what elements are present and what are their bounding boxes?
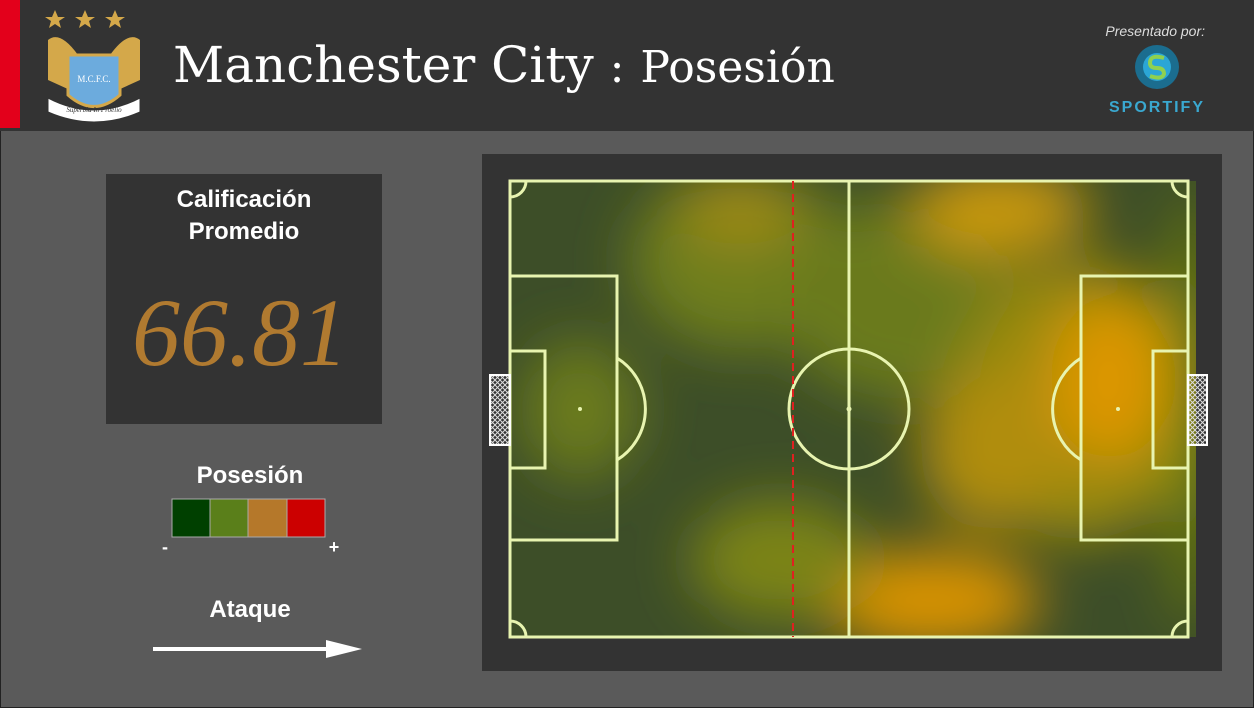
goal bbox=[1187, 374, 1208, 446]
heatmap bbox=[510, 181, 1196, 637]
rating-panel bbox=[106, 174, 382, 424]
sponsor-icon bbox=[1135, 45, 1179, 89]
red-stripe bbox=[0, 0, 20, 128]
legend-scale bbox=[171, 498, 326, 538]
rating-title-line: Promedio bbox=[189, 218, 300, 245]
title-separator: : bbox=[610, 42, 625, 93]
legend-max: + bbox=[329, 537, 340, 557]
sponsor-name: SPORTIFY bbox=[1109, 99, 1205, 116]
legend-min: - bbox=[162, 537, 168, 557]
rating-title: Calificación Promedio bbox=[177, 186, 312, 245]
legend-title: Posesión bbox=[197, 462, 304, 489]
title: Manchester City : Posesión bbox=[173, 36, 835, 94]
goal bbox=[489, 374, 511, 446]
direction-arrow bbox=[153, 640, 362, 658]
center-spot bbox=[846, 406, 852, 412]
rating-title-line: Calificación bbox=[177, 186, 312, 213]
title-team: Manchester City bbox=[173, 36, 594, 94]
logo-motto: Superbia In Proelio bbox=[66, 106, 122, 114]
header-bar bbox=[0, 0, 1254, 131]
logo: M.C.F.C. Superbia In Proelio bbox=[45, 10, 141, 123]
rating-value: 66.81 bbox=[132, 279, 348, 386]
title-subtitle: Posesión bbox=[640, 42, 834, 93]
penalty-spot bbox=[578, 407, 582, 411]
sponsor-label: Presentado por: bbox=[1105, 23, 1205, 39]
direction-label: Ataque bbox=[209, 596, 290, 623]
penalty-spot bbox=[1116, 407, 1120, 411]
logo-initials: M.C.F.C. bbox=[77, 74, 110, 84]
